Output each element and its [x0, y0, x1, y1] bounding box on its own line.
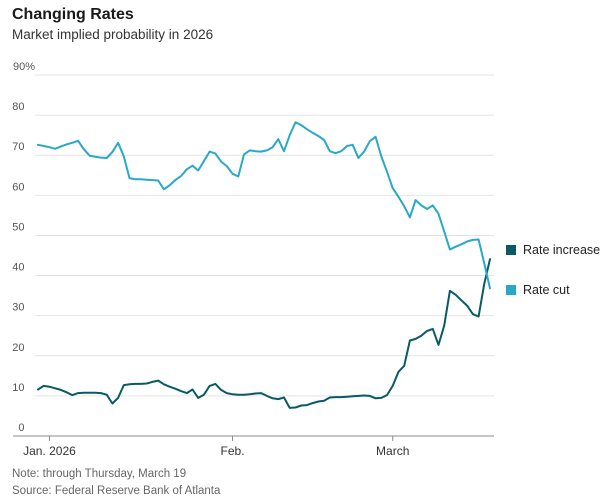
x-axis-tick-label: Feb.: [221, 444, 245, 458]
chart-source: Source: Federal Reserve Bank of Atlanta: [12, 485, 221, 497]
rate-cut-swatch-icon: [506, 285, 516, 295]
x-axis-tick-label: Jan. 2026: [23, 444, 76, 458]
y-axis-tick-label: 60: [12, 181, 24, 193]
legend-item-rate-increase: Rate increase: [506, 243, 600, 257]
y-axis-tick-label: 50: [12, 221, 24, 233]
y-axis-tick-label: 20: [12, 342, 24, 354]
y-axis-tick-label: 80: [12, 101, 24, 113]
series-line-rate-cut: [37, 121, 491, 290]
y-axis-tick-label: 10: [12, 382, 24, 394]
chart-title: Changing Rates: [12, 6, 134, 23]
chart-note: Note: through Thursday, March 19: [12, 468, 187, 480]
y-axis-tick-label: 70: [12, 141, 24, 153]
series-line-rate-increase: [37, 258, 491, 409]
legend-item-rate-cut: Rate cut: [506, 283, 600, 297]
y-axis-tick-label: 40: [12, 262, 24, 274]
rate-increase-swatch-icon: [506, 245, 516, 255]
y-axis-tick-label: 90%: [13, 61, 35, 73]
y-axis-tick-label: 0: [18, 422, 24, 434]
legend-label-rate-increase: Rate increase: [523, 243, 601, 257]
y-axis-tick-label: 30: [12, 302, 24, 314]
chart-subtitle: Market implied probability in 2026: [12, 27, 214, 42]
chart-legend: Rate increase Rate cut: [506, 243, 600, 323]
legend-label-rate-cut: Rate cut: [523, 283, 570, 297]
x-axis-tick-label: March: [376, 444, 409, 458]
